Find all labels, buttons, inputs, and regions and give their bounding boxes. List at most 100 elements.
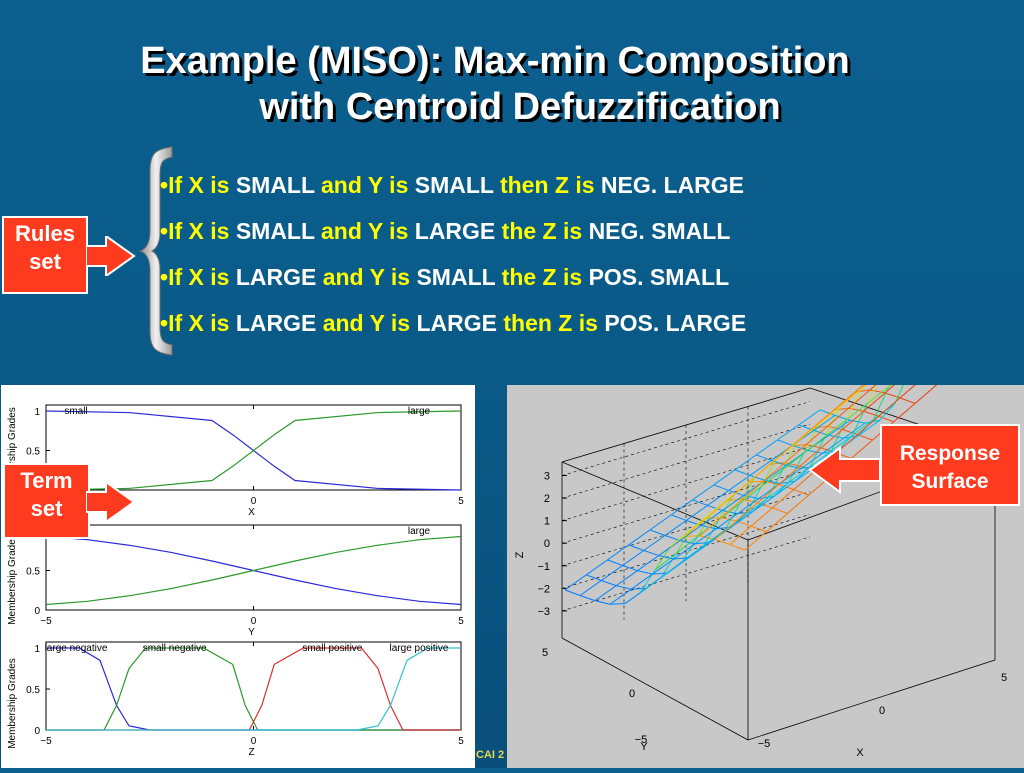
mesh-line <box>799 410 820 425</box>
rule-y-value: LARGE <box>415 218 496 244</box>
mesh-line <box>900 385 921 398</box>
mesh-line <box>708 490 729 505</box>
mesh-line <box>825 420 846 437</box>
mesh-line <box>638 571 653 575</box>
term-set-line-2: set <box>5 495 88 523</box>
rule-y-value: LARGE <box>416 310 497 336</box>
rule-z-value: NEG. SMALL <box>589 218 731 244</box>
mesh-line <box>586 560 607 575</box>
rule-if-clause: If X is <box>168 310 229 336</box>
plot-frame <box>46 642 461 730</box>
mesh-line <box>721 517 736 521</box>
mesh-line <box>608 545 629 560</box>
slide-title: Example (MISO): Max-min Composition with… <box>0 38 1010 130</box>
rule-4: •If X is LARGE and Y is LARGE then Z is … <box>160 310 746 356</box>
box-edge <box>748 660 995 740</box>
z-tick-label: 0 <box>544 538 550 550</box>
title-line-1: Example (MISO): Max-min Composition <box>0 38 1010 84</box>
mesh-line <box>743 481 764 499</box>
x-tick-label: 0 <box>251 496 257 507</box>
mesh-line <box>778 425 799 440</box>
x-tick-label: 5 <box>1001 672 1007 684</box>
mesh-line <box>650 530 665 536</box>
rule-3: •If X is LARGE and Y is SMALL the Z is P… <box>160 264 746 310</box>
mesh-line <box>644 550 659 555</box>
mesh-line <box>565 590 580 596</box>
y-tick-label: 0.5 <box>26 685 40 696</box>
rule-y-value: SMALL <box>416 264 495 290</box>
mesh-line <box>788 495 809 513</box>
x-tick-label: −5 <box>758 738 771 750</box>
x-axis-label: X <box>856 747 864 759</box>
y-axis-label: Y <box>640 741 648 753</box>
rule-x-value: SMALL <box>236 172 315 198</box>
left-arrow-icon <box>808 446 882 494</box>
y-axis-label: Membership Grades <box>7 658 18 749</box>
mesh-line <box>735 455 756 470</box>
mesh-line <box>778 440 793 446</box>
x-tick-label: 0 <box>251 736 257 747</box>
x-tick-label: 0 <box>251 616 257 627</box>
mesh-line <box>680 525 701 540</box>
right-arrow-icon <box>86 482 136 522</box>
y-axis-label: Membership Grades <box>7 534 18 625</box>
mesh-line <box>894 403 915 421</box>
rule-and-clause: and Y is <box>323 264 410 290</box>
rules-list: •If X is SMALL and Y is SMALL then Z is … <box>160 172 746 356</box>
plot-frame <box>46 405 461 490</box>
rule-bullet: • <box>160 264 168 290</box>
series-label: large positive <box>390 643 449 654</box>
mesh-line <box>719 494 734 520</box>
mesh-line <box>671 515 686 521</box>
mesh-line <box>756 455 771 461</box>
mesh-line <box>728 499 743 500</box>
rule-if-clause: If X is <box>168 172 229 198</box>
mesh-line <box>629 545 644 551</box>
mesh-line <box>623 565 638 570</box>
mesh-line <box>756 440 777 455</box>
mesh-line <box>749 481 764 482</box>
z-tick-label: −2 <box>537 583 550 595</box>
rule-bullet: • <box>160 218 168 244</box>
mesh-line <box>601 581 616 586</box>
mesh-line <box>586 575 601 581</box>
mesh-line <box>565 575 586 590</box>
x-tick-label: 5 <box>458 496 464 507</box>
mesh-line <box>623 550 644 565</box>
rule-then-clause: then Z is <box>500 172 595 198</box>
rules-set-line-1: Rules <box>4 220 86 248</box>
rule-z-value: NEG. LARGE <box>601 172 744 198</box>
rule-bullet: • <box>160 310 168 336</box>
x-tick-label: −5 <box>40 616 52 627</box>
rule-then-clause: the Z is <box>502 264 583 290</box>
mesh-line <box>798 424 819 442</box>
y-tick-label: 5 <box>542 647 548 659</box>
z-tick-label: −1 <box>537 561 550 573</box>
mesh-line <box>858 435 873 441</box>
mesh-line <box>644 535 665 550</box>
mesh-line <box>665 520 686 535</box>
mesh-line <box>595 601 610 605</box>
mesh-line <box>715 521 736 539</box>
term-set-callout: Term set <box>3 463 90 539</box>
rule-x-value: SMALL <box>236 218 315 244</box>
mesh-line <box>683 546 704 562</box>
mesh-line <box>650 515 671 530</box>
rules-set-callout: Rules set <box>2 216 88 294</box>
mesh-line <box>900 398 915 404</box>
rules-set-line-2: set <box>4 248 86 276</box>
mesh-line <box>580 581 601 596</box>
mesh-line <box>794 490 809 496</box>
mesh-line <box>829 435 844 438</box>
mesh-line <box>819 407 840 425</box>
mesh-line <box>616 571 637 586</box>
mesh-line <box>693 485 714 500</box>
mesh-line <box>714 485 729 491</box>
x-axis-label: Z <box>248 747 254 758</box>
mesh-line <box>610 604 625 605</box>
box-edge <box>562 638 748 740</box>
x-axis-label: Y <box>248 627 255 638</box>
